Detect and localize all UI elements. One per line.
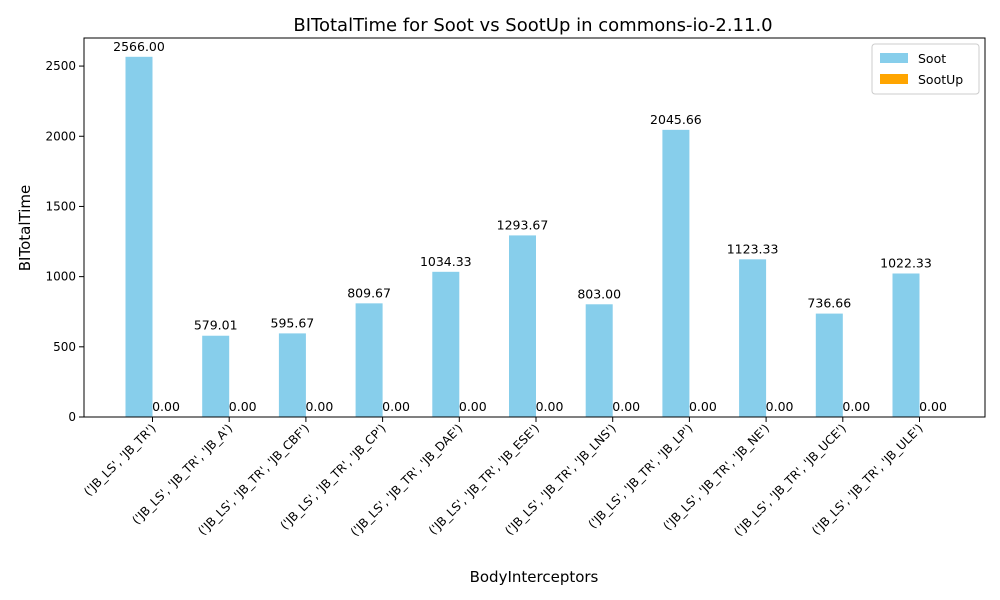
sootup-value-label: 0.00: [229, 399, 257, 414]
y-tick-label: 1500: [45, 199, 76, 213]
y-tick-label: 2000: [45, 129, 76, 143]
y-tick-label: 500: [53, 340, 76, 354]
soot-value-label: 1022.33: [880, 255, 932, 270]
legend-swatch-soot: [880, 53, 908, 63]
sootup-value-label: 0.00: [919, 399, 947, 414]
soot-bar: [202, 335, 230, 417]
x-axis-label: BodyInterceptors: [470, 568, 599, 586]
soot-value-label: 809.67: [347, 285, 391, 300]
chart-title: BITotalTime for Soot vs SootUp in common…: [293, 15, 772, 36]
soot-value-label: 2566.00: [113, 39, 165, 54]
legend-label-soot: Soot: [918, 51, 946, 66]
soot-bar: [739, 259, 767, 417]
legend-label-sootup: SootUp: [918, 72, 963, 87]
y-tick-label: 0: [68, 410, 76, 424]
soot-bar: [585, 304, 613, 417]
soot-bar: [432, 271, 460, 417]
sootup-value-label: 0.00: [842, 399, 870, 414]
soot-bar: [662, 129, 690, 417]
sootup-value-label: 0.00: [459, 399, 487, 414]
legend-swatch-sootup: [880, 74, 908, 84]
plot-area: 0 500 1000 1500 2000 2500 2566.00 0.00 ('JB_LS',…: [45, 39, 947, 539]
soot-bar: [815, 313, 843, 417]
soot-bar: [892, 273, 920, 417]
soot-value-label: 736.66: [807, 296, 851, 311]
soot-value-label: 2045.66: [650, 112, 702, 127]
y-tick-label: 1000: [45, 270, 76, 284]
x-tick-label: ('JB_LS', 'JB_TR'): [81, 421, 159, 499]
soot-value-label: 1123.33: [727, 241, 779, 256]
sootup-value-label: 0.00: [382, 399, 410, 414]
soot-bar: [125, 56, 153, 417]
y-tick-label: 2500: [45, 59, 76, 73]
plot-frame: [83, 37, 986, 418]
soot-bar: [278, 333, 306, 417]
soot-value-label: 1034.33: [420, 254, 472, 269]
soot-bar: [509, 235, 536, 417]
sootup-value-label: 0.00: [305, 399, 333, 414]
soot-value-label: 595.67: [271, 315, 315, 330]
legend: Soot SootUp: [871, 43, 980, 95]
soot-bar: [355, 303, 383, 417]
sootup-value-label: 0.00: [152, 399, 180, 414]
soot-value-label: 1293.67: [497, 217, 549, 232]
y-axis-label: BITotalTime: [16, 185, 34, 271]
sootup-value-label: 0.00: [536, 399, 564, 414]
soot-value-label: 579.01: [194, 318, 238, 333]
sootup-value-label: 0.00: [689, 399, 717, 414]
sootup-value-label: 0.00: [766, 399, 794, 414]
sootup-value-label: 0.00: [612, 399, 640, 414]
soot-value-label: 803.00: [577, 286, 621, 301]
